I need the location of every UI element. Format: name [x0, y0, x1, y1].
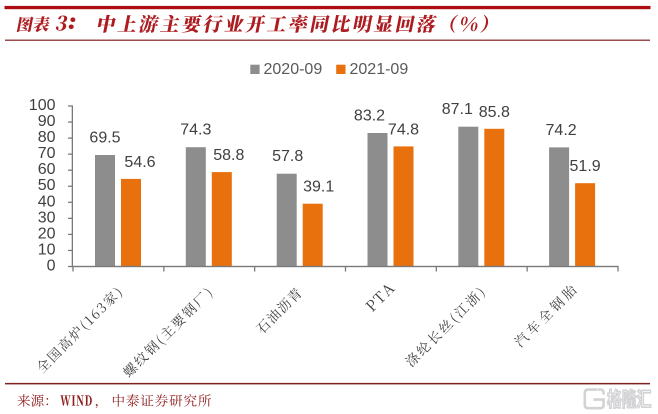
svg-text:100: 100 — [29, 97, 56, 114]
svg-text:20: 20 — [38, 225, 56, 242]
svg-text:74.2: 74.2 — [546, 122, 577, 139]
svg-text:85.8: 85.8 — [479, 104, 510, 121]
svg-text:83.2: 83.2 — [354, 108, 385, 125]
svg-text:40: 40 — [38, 193, 56, 210]
svg-text:58.8: 58.8 — [213, 147, 244, 164]
svg-text:2020-09: 2020-09 — [264, 61, 323, 78]
svg-text:90: 90 — [38, 113, 56, 130]
svg-text:10: 10 — [38, 241, 56, 258]
svg-text:70: 70 — [38, 145, 56, 162]
svg-text:0: 0 — [47, 258, 56, 275]
svg-text:2021-09: 2021-09 — [350, 61, 409, 78]
svg-text:87.1: 87.1 — [442, 101, 473, 118]
svg-text:30: 30 — [38, 209, 56, 226]
svg-text:69.5: 69.5 — [89, 130, 120, 147]
svg-text:74.3: 74.3 — [180, 122, 211, 139]
svg-text:54.6: 54.6 — [124, 154, 155, 171]
svg-text:39.1: 39.1 — [303, 179, 334, 196]
svg-text:57.8: 57.8 — [272, 148, 303, 165]
svg-text:60: 60 — [38, 161, 56, 178]
svg-text:51.9: 51.9 — [570, 158, 601, 175]
svg-text:74.8: 74.8 — [388, 121, 419, 138]
svg-text:50: 50 — [38, 177, 56, 194]
svg-text:80: 80 — [38, 129, 56, 146]
